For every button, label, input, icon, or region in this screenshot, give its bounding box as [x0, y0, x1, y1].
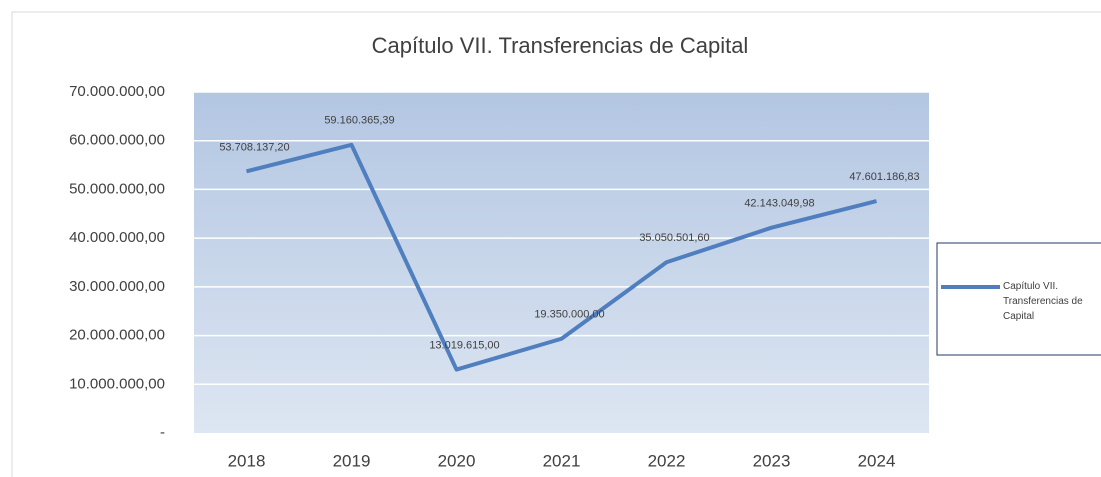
x-tick-label: 2022	[648, 451, 686, 470]
legend-box	[936, 242, 1101, 356]
plot-area	[194, 92, 929, 433]
y-tick-label: -	[160, 424, 165, 441]
x-tick-label: 2019	[333, 451, 371, 470]
data-label: 19.350.000,00	[534, 309, 604, 321]
x-tick-label: 2023	[753, 451, 791, 470]
data-label: 59.160.365,39	[324, 115, 394, 127]
x-tick-label: 2018	[228, 451, 266, 470]
y-tick-label: 50.000.000,00	[69, 180, 165, 197]
data-label: 35.050.501,60	[639, 232, 709, 244]
chart-title: Capítulo VII. Transferencias de Capital	[372, 33, 749, 58]
data-label: 42.143.049,98	[744, 198, 814, 210]
y-tick-label: 10.000.000,00	[69, 375, 165, 392]
legend-label: Capítulo VII. Transferencias de Capital	[1003, 281, 1083, 322]
y-tick-label: 70.000.000,00	[69, 83, 165, 100]
data-label: 53.708.137,20	[219, 141, 289, 153]
y-tick-label: 20.000.000,00	[69, 327, 165, 344]
data-line	[246, 142, 877, 372]
x-tick-label: 2020	[438, 451, 476, 470]
x-tick-label: 2021	[543, 451, 581, 470]
data-label: 47.601.186,83	[849, 171, 919, 183]
y-tick-label: 30.000.000,00	[69, 278, 165, 295]
y-tick-label: 60.000.000,00	[69, 132, 165, 149]
x-tick-label: 2024	[858, 451, 896, 470]
y-tick-label: 40.000.000,00	[69, 229, 165, 246]
data-label: 13.019.615,00	[429, 339, 499, 351]
